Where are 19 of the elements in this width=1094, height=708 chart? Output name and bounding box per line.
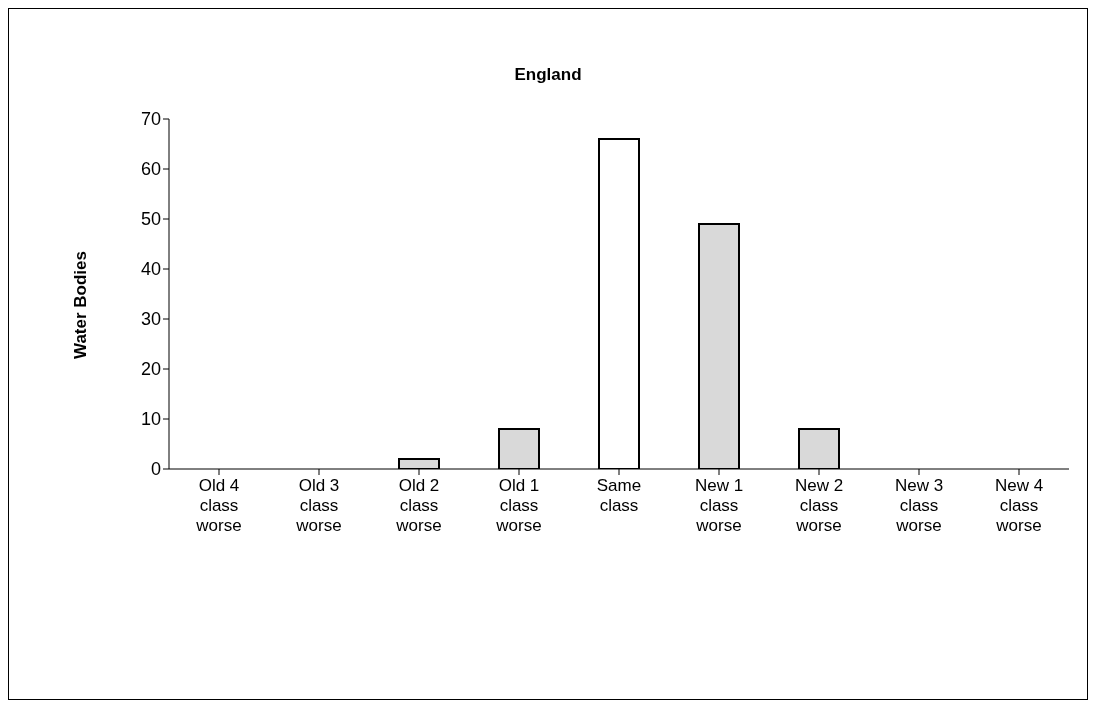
x-tick-label: Old 3 class worse (295, 476, 342, 535)
y-axis-title: Water Bodies (71, 250, 91, 360)
y-tick-label: 30 (140, 309, 161, 330)
y-tick-label: 20 (140, 359, 161, 380)
y-tick-label: 60 (140, 159, 161, 180)
x-tick-label: New 3 class worse (894, 476, 944, 535)
x-tick-label: New 4 class worse (994, 476, 1044, 535)
y-tick-label: 50 (140, 209, 161, 230)
y-tick-label: 70 (140, 109, 161, 130)
x-tick-label: Same class (596, 476, 642, 515)
x-tick-label: Old 1 class worse (495, 476, 542, 535)
x-tick-label: New 2 class worse (794, 476, 844, 535)
chart-title: England (513, 65, 583, 85)
x-tick-label: Old 4 class worse (195, 476, 242, 535)
y-tick-label: 0 (150, 459, 161, 480)
x-tick-label: Old 2 class worse (395, 476, 442, 535)
y-tick-label: 40 (140, 259, 161, 280)
y-tick-label: 10 (140, 409, 161, 430)
x-tick-label: New 1 class worse (694, 476, 744, 535)
